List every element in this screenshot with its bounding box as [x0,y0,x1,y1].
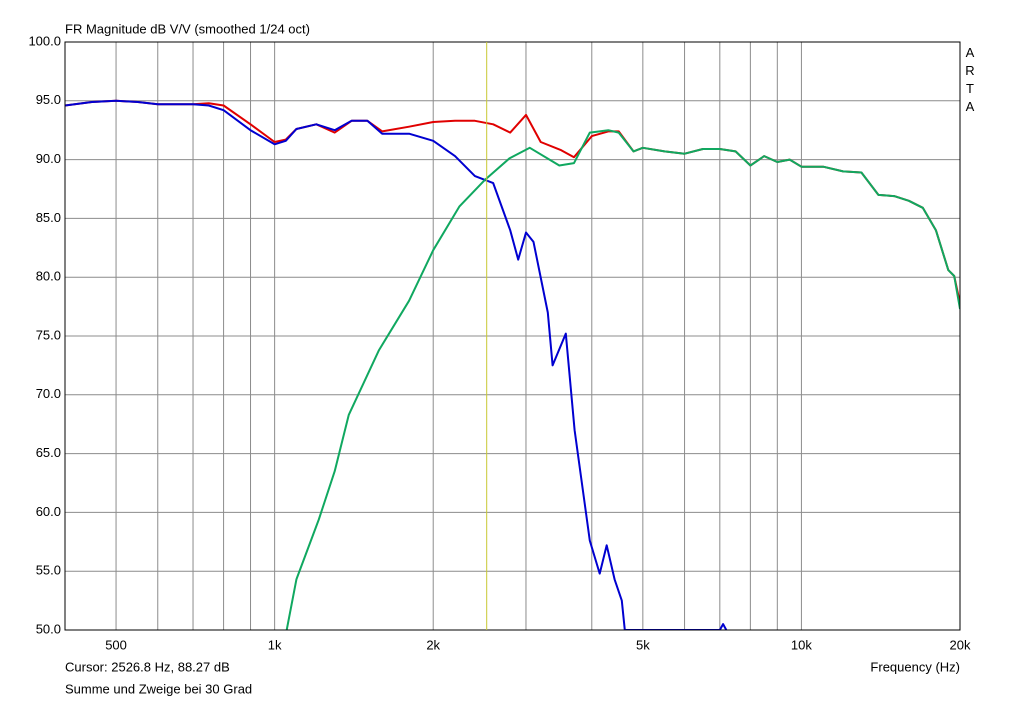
y-tick-label: 80.0 [36,269,61,284]
x-tick-label: 1k [268,637,282,652]
series-line [65,99,960,304]
cursor-label: Cursor: 2526.8 Hz, 88.27 dB [65,659,230,674]
x-tick-label: 500 [105,637,127,652]
y-tick-label: 75.0 [36,327,61,342]
y-tick-label: 100.0 [28,33,61,48]
plot-lines [65,99,960,630]
plot-frame [64,41,961,631]
x-tick-label: 2k [426,637,440,652]
y-tick-label: 90.0 [36,151,61,166]
y-tick-label: 95.0 [36,92,61,107]
y-tick-label: 85.0 [36,210,61,225]
y-tick-label: 70.0 [36,386,61,401]
x-tick-label: 10k [791,637,812,652]
x-axis-label: Frequency (Hz) [870,659,960,674]
chart-title: FR Magnitude dB V/V (smoothed 1/24 oct) [65,21,310,36]
x-tick-label: 5k [636,637,650,652]
series-line [65,99,728,630]
series-line [285,129,960,630]
y-tick-label: 65.0 [36,445,61,460]
y-tick-label: 60.0 [36,504,61,519]
y-tick-label: 50.0 [36,621,61,636]
brand: ARTA [963,45,978,117]
x-tick-label: 20k [950,637,971,652]
y-tick-label: 55.0 [36,563,61,578]
footnote: Summe und Zweige bei 30 Grad [65,681,252,696]
